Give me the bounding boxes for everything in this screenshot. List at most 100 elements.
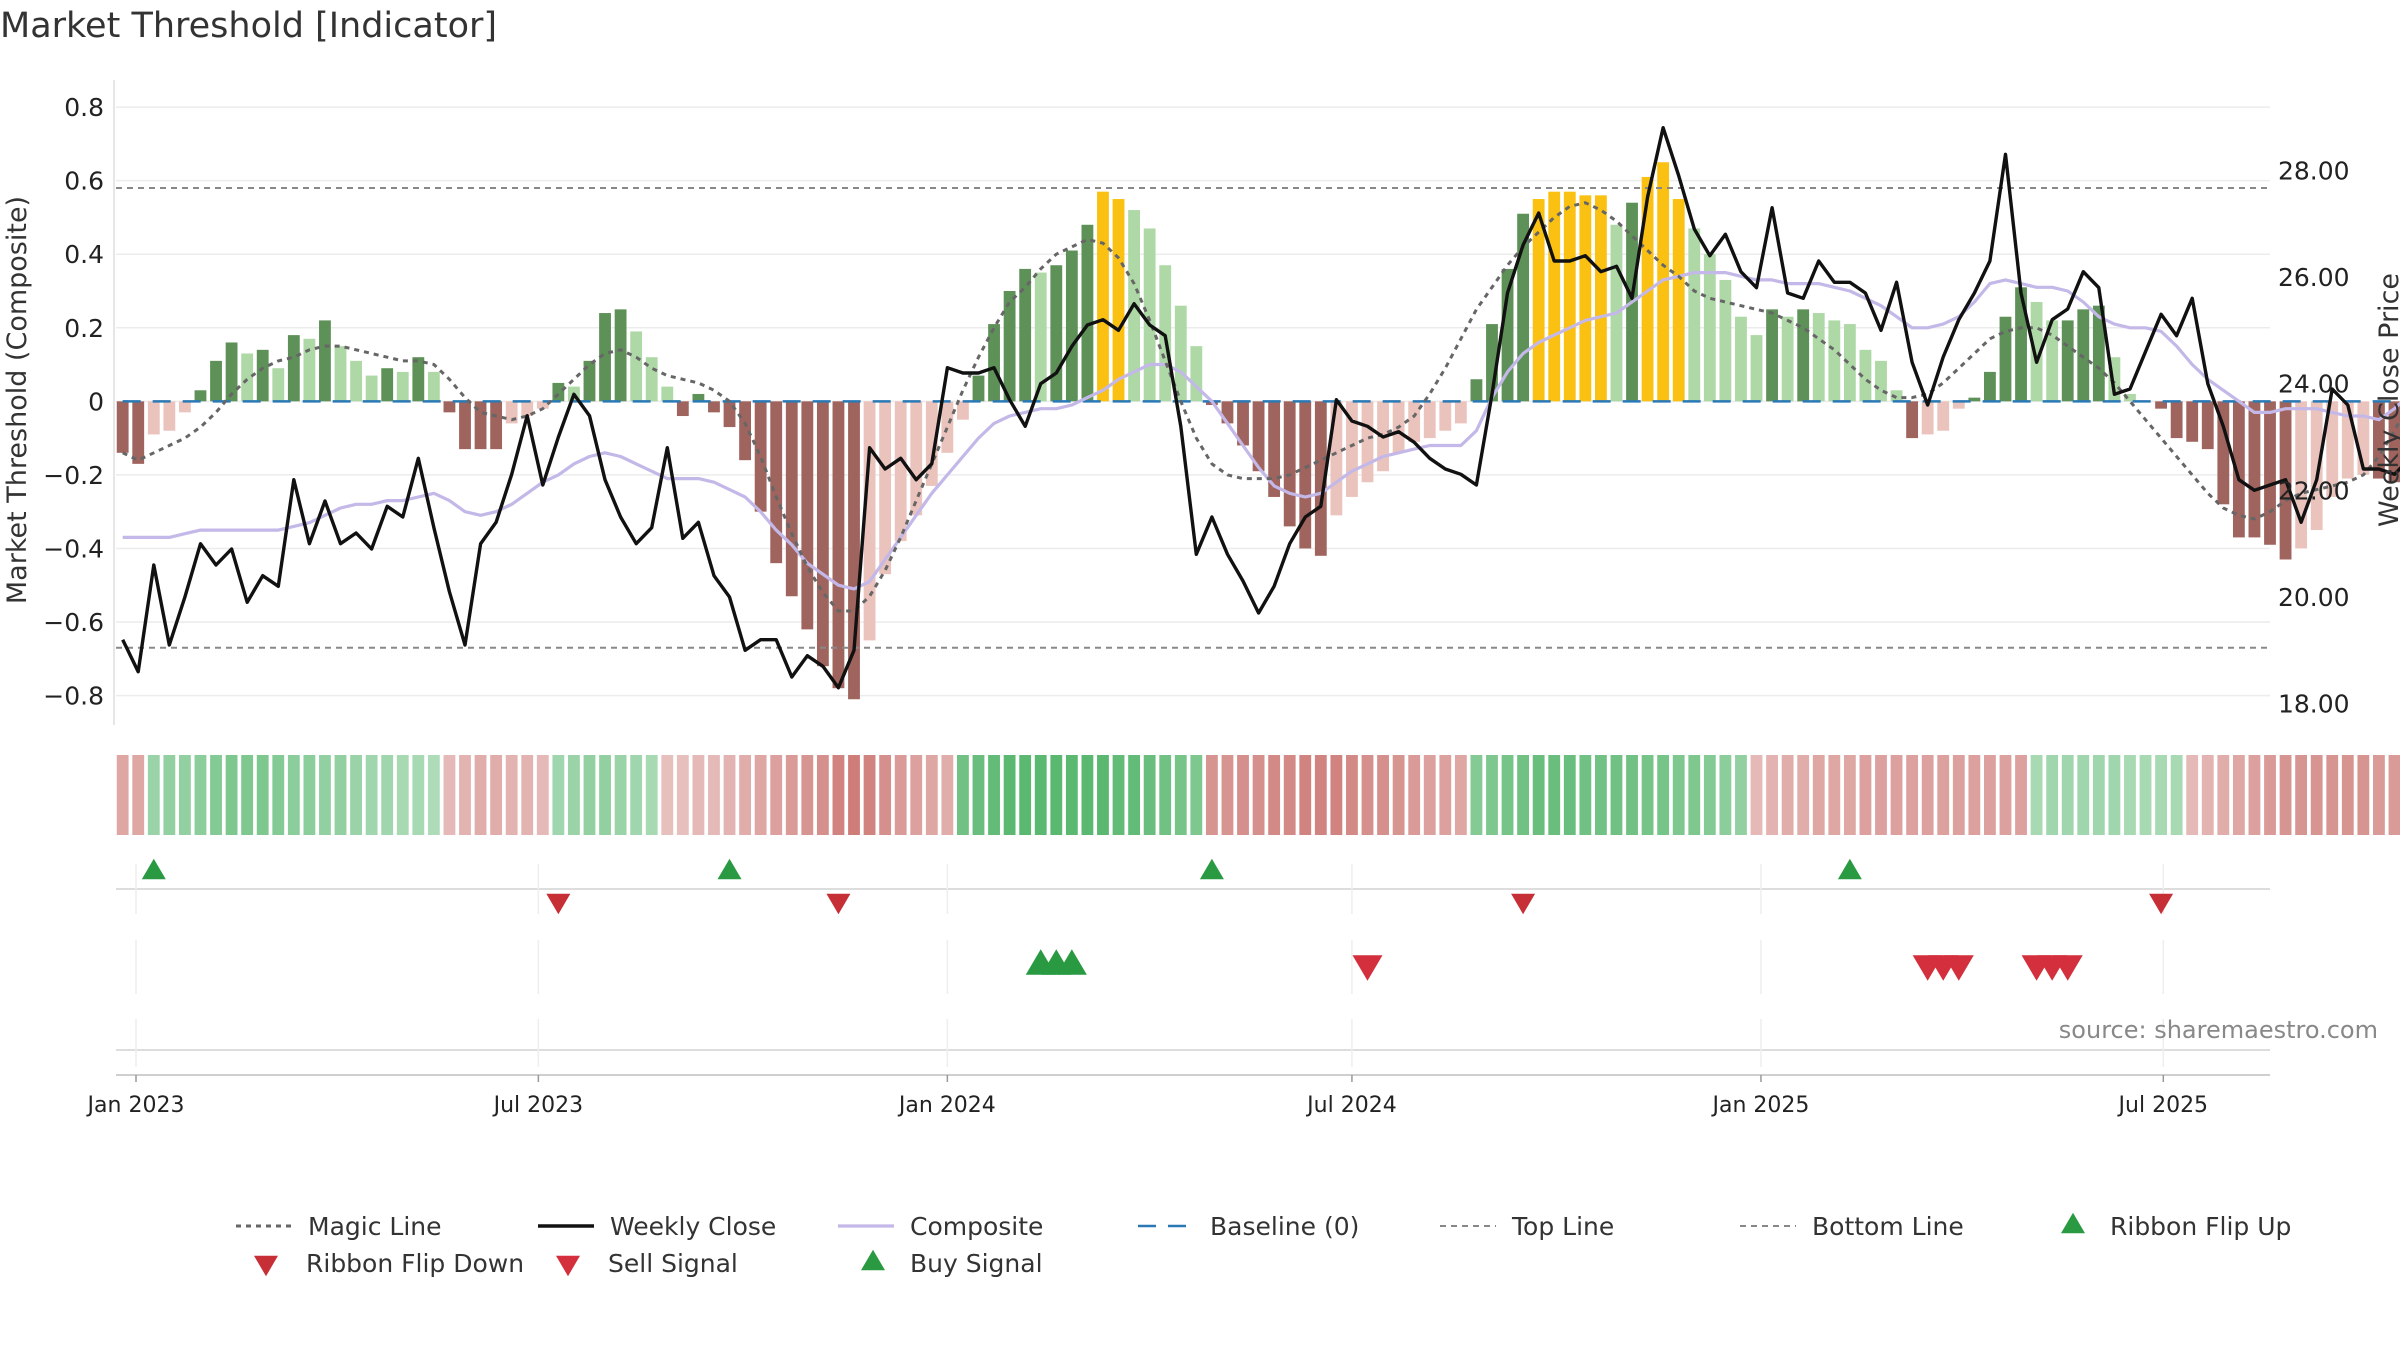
ribbon-cell bbox=[1439, 755, 1452, 835]
y-tick-label: −0.4 bbox=[43, 534, 104, 563]
y-tick-label: 0.4 bbox=[64, 240, 104, 269]
ribbon-cell bbox=[1190, 755, 1203, 835]
ribbon-cell bbox=[879, 755, 892, 835]
composite-bar bbox=[1532, 199, 1545, 402]
composite-bar bbox=[2326, 401, 2339, 497]
composite-bar bbox=[1750, 335, 1763, 402]
composite-bar bbox=[1812, 313, 1825, 402]
composite-bar bbox=[1672, 199, 1685, 402]
ribbon-cell bbox=[1921, 755, 1934, 835]
composite-bar bbox=[1984, 371, 1996, 402]
series-lines bbox=[121, 125, 2400, 690]
ribbon-cell bbox=[225, 755, 238, 835]
source-note: source: sharemaestro.com bbox=[2059, 1016, 2378, 1044]
ribbon-cell bbox=[1906, 755, 1919, 835]
ribbon-cell bbox=[645, 755, 658, 835]
legend-label: Ribbon Flip Down bbox=[306, 1249, 524, 1278]
ribbon-strip bbox=[116, 755, 2400, 835]
ribbon-cell bbox=[1174, 755, 1187, 835]
composite-bar bbox=[256, 349, 269, 402]
ribbon-cell bbox=[2139, 755, 2152, 835]
composite-bar bbox=[132, 401, 145, 464]
composite-bar bbox=[645, 357, 658, 402]
legend-label: Magic Line bbox=[308, 1212, 442, 1241]
composite-bar bbox=[427, 371, 440, 402]
composite-bar bbox=[2295, 401, 2308, 549]
composite-bar bbox=[1237, 401, 1249, 446]
ribbon-cell bbox=[1221, 755, 1234, 835]
composite-bar bbox=[1859, 349, 1872, 402]
ribbon-cell bbox=[754, 755, 767, 835]
ribbon-cell bbox=[2357, 755, 2370, 835]
composite-bar bbox=[1703, 254, 1716, 402]
ribbon-cell bbox=[863, 755, 876, 835]
ribbon-cell bbox=[350, 755, 362, 835]
composite-bar bbox=[1143, 228, 1156, 402]
ribbon-cell bbox=[614, 755, 627, 835]
ribbon-cell bbox=[1097, 755, 1109, 835]
ribbon-cell bbox=[1532, 755, 1545, 835]
ribbon-cell bbox=[1314, 755, 1327, 835]
composite-bar bbox=[1314, 401, 1327, 556]
ribbon-flip-up-marker bbox=[1199, 858, 1224, 880]
composite-bar bbox=[1034, 272, 1047, 402]
ribbon-cell bbox=[2326, 755, 2339, 835]
ribbon-cell bbox=[1019, 755, 1032, 835]
ribbon-cell bbox=[630, 755, 643, 835]
ribbon-cell bbox=[723, 755, 736, 835]
ribbon-cell bbox=[490, 755, 503, 835]
composite-bar bbox=[708, 401, 720, 413]
ribbon-cell bbox=[1812, 755, 1825, 835]
ribbon-cell bbox=[957, 755, 969, 835]
composite-bar bbox=[163, 401, 176, 431]
composite-bar bbox=[770, 401, 783, 564]
composite-bar bbox=[2248, 401, 2261, 538]
ribbon-cell bbox=[1594, 755, 1607, 835]
sell-signal-marker bbox=[2052, 955, 2083, 981]
ribbon-cell bbox=[816, 755, 829, 835]
ribbon-cell bbox=[1361, 755, 1374, 835]
composite-bar bbox=[614, 309, 627, 402]
legend-item: Ribbon Flip Down bbox=[254, 1249, 524, 1278]
ribbon-cell bbox=[1672, 755, 1685, 835]
ribbon-cell bbox=[1548, 755, 1561, 835]
y2-tick-label: 28.00 bbox=[2278, 156, 2350, 185]
composite-bar bbox=[801, 401, 814, 630]
composite-bar bbox=[272, 368, 285, 402]
composite-bar bbox=[1408, 401, 1421, 442]
composite-bar bbox=[1299, 401, 1312, 549]
y2-tick-label: 20.00 bbox=[2278, 583, 2350, 612]
ribbon-cell bbox=[739, 755, 751, 835]
ribbon-cell bbox=[1999, 755, 2012, 835]
ribbon-cell bbox=[1128, 755, 1141, 835]
ribbon-cell bbox=[334, 755, 347, 835]
ribbon-cell bbox=[568, 755, 580, 835]
ribbon-cell bbox=[708, 755, 720, 835]
ribbon-cell bbox=[925, 755, 938, 835]
composite-bar bbox=[2124, 393, 2136, 402]
composite-bar bbox=[2232, 401, 2245, 538]
signal-markers bbox=[141, 858, 2174, 981]
composite-bar bbox=[1688, 228, 1701, 402]
ribbon-flip-down-marker bbox=[826, 893, 851, 915]
composite-bar bbox=[210, 360, 222, 402]
legend-item: Ribbon Flip Up bbox=[2061, 1212, 2291, 1241]
legend-item: Weekly Close bbox=[538, 1212, 776, 1241]
composite-bar bbox=[910, 401, 923, 516]
ribbon-cell bbox=[396, 755, 409, 835]
ribbon-cell bbox=[2201, 755, 2214, 835]
ribbon-flip-down-marker bbox=[546, 893, 571, 915]
composite-bar bbox=[988, 324, 1000, 402]
ribbon-cell bbox=[894, 755, 907, 835]
composite-bar bbox=[178, 401, 191, 413]
composite-bar bbox=[2092, 305, 2105, 402]
ribbon-flip-up-marker bbox=[717, 858, 742, 880]
y2-axis-label: Weekly Close Price bbox=[2374, 273, 2400, 527]
composite-bar bbox=[303, 338, 316, 402]
composite-bar bbox=[2388, 401, 2400, 483]
ribbon-cell bbox=[785, 755, 798, 835]
ribbon-cell bbox=[972, 755, 985, 835]
composite-bar bbox=[225, 342, 238, 402]
composite-bar bbox=[661, 386, 674, 402]
ribbon-cell bbox=[1034, 755, 1047, 835]
